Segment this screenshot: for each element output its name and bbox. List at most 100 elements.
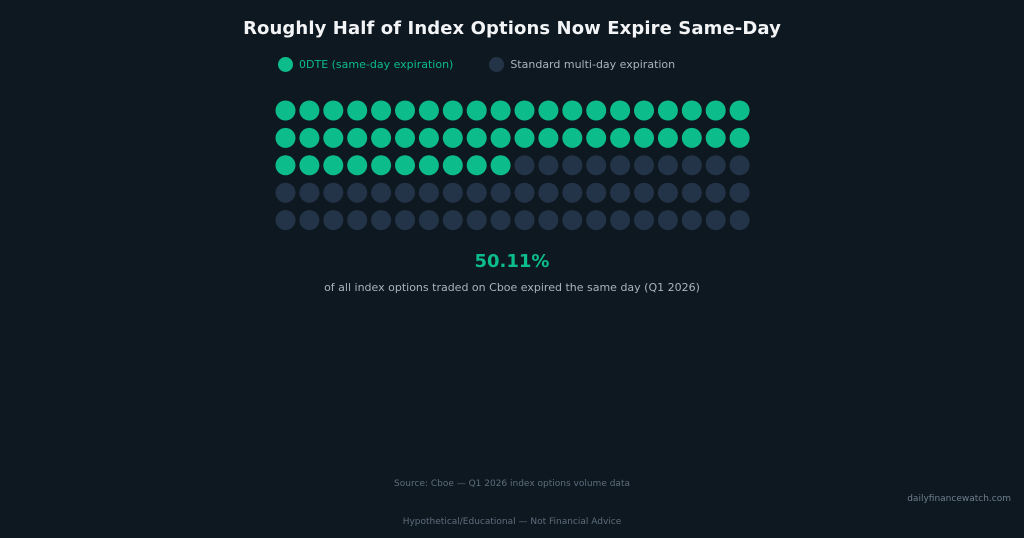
waffle-unit-zero-dte — [490, 100, 511, 121]
waffle-unit-standard — [490, 182, 511, 203]
waffle-unit-standard — [371, 182, 392, 203]
waffle-unit-zero-dte — [299, 127, 320, 148]
waffle-unit-standard — [610, 155, 631, 176]
waffle-unit-zero-dte — [490, 127, 511, 148]
waffle-unit-standard — [705, 210, 726, 231]
waffle-unit-standard — [323, 182, 344, 203]
waffle-unit-zero-dte — [442, 155, 463, 176]
waffle-unit-standard — [657, 155, 678, 176]
waffle-unit-zero-dte — [610, 100, 631, 121]
waffle-unit-zero-dte — [705, 100, 726, 121]
watermark: dailyfinancewatch.com — [907, 494, 1011, 504]
waffle-unit-zero-dte — [729, 127, 750, 148]
waffle-unit-standard — [490, 210, 511, 231]
waffle-unit-standard — [395, 182, 415, 203]
waffle-unit-zero-dte — [729, 100, 750, 121]
headline-caption: of all index options traded on Cboe expi… — [324, 281, 700, 294]
source-note: Source: Cboe — Q1 2026 index options vol… — [394, 479, 630, 489]
waffle-unit-zero-dte — [371, 100, 392, 121]
waffle-unit-zero-dte — [275, 127, 296, 148]
disclaimer: Hypothetical/Educational — Not Financial… — [402, 517, 622, 527]
legend-swatch-standard — [489, 57, 505, 72]
waffle-unit-zero-dte — [538, 100, 559, 121]
waffle-unit-standard — [347, 210, 368, 231]
waffle-unit-zero-dte — [371, 155, 392, 176]
waffle-unit-standard — [538, 210, 559, 231]
waffle-unit-standard — [299, 210, 320, 231]
waffle-unit-standard — [586, 210, 607, 231]
waffle-unit-zero-dte — [514, 100, 535, 121]
waffle-unit-standard — [418, 182, 439, 203]
waffle-unit-standard — [705, 155, 726, 176]
waffle-unit-zero-dte — [395, 155, 415, 176]
waffle-unit-zero-dte — [466, 127, 487, 148]
waffle-unit-standard — [610, 182, 631, 203]
waffle-unit-zero-dte — [347, 100, 368, 121]
waffle-unit-zero-dte — [418, 155, 439, 176]
waffle-unit-zero-dte — [275, 155, 296, 176]
waffle-unit-standard — [634, 182, 654, 203]
waffle-unit-standard — [634, 155, 654, 176]
waffle-unit-standard — [562, 155, 583, 176]
waffle-unit-standard — [299, 182, 320, 203]
waffle-unit-zero-dte — [466, 100, 487, 121]
legend-label-zero-dte: 0DTE (same-day expiration) — [299, 58, 454, 71]
waffle-unit-standard — [514, 210, 535, 231]
waffle-unit-standard — [705, 182, 726, 203]
waffle-unit-standard — [275, 182, 296, 203]
waffle-unit-zero-dte — [323, 100, 344, 121]
waffle-unit-zero-dte — [681, 127, 702, 148]
waffle-unit-zero-dte — [586, 100, 607, 121]
waffle-unit-standard — [442, 182, 463, 203]
waffle-unit-zero-dte — [275, 100, 296, 121]
waffle-unit-zero-dte — [299, 100, 320, 121]
waffle-unit-zero-dte — [395, 127, 415, 148]
chart-title: Roughly Half of Index Options Now Expire… — [243, 18, 781, 39]
legend-item-zero-dte: 0DTE (same-day expiration) — [278, 57, 453, 72]
waffle-unit-zero-dte — [681, 100, 702, 121]
waffle-unit-standard — [657, 182, 678, 203]
waffle-unit-zero-dte — [347, 155, 368, 176]
waffle-unit-zero-dte — [514, 127, 535, 148]
waffle-unit-standard — [657, 210, 678, 231]
waffle-unit-zero-dte — [562, 127, 583, 148]
waffle-unit-zero-dte — [371, 127, 392, 148]
waffle-unit-standard — [681, 182, 702, 203]
headline-percentage: 50.11% — [474, 251, 550, 272]
waffle-unit-zero-dte — [347, 127, 368, 148]
waffle-unit-zero-dte — [610, 127, 631, 148]
waffle-unit-zero-dte — [538, 127, 559, 148]
waffle-unit-zero-dte — [634, 100, 654, 121]
waffle-unit-standard — [347, 182, 368, 203]
waffle-unit-zero-dte — [323, 155, 344, 176]
waffle-unit-standard — [466, 210, 487, 231]
waffle-unit-standard — [466, 182, 487, 203]
waffle-unit-standard — [610, 210, 631, 231]
legend-swatch-zero-dte — [278, 57, 293, 72]
waffle-unit-zero-dte — [657, 127, 678, 148]
waffle-unit-zero-dte — [466, 155, 487, 176]
waffle-unit-standard — [681, 210, 702, 231]
waffle-unit-zero-dte — [442, 100, 463, 121]
waffle-unit-zero-dte — [323, 127, 344, 148]
waffle-unit-zero-dte — [490, 155, 511, 176]
waffle-unit-standard — [514, 182, 535, 203]
waffle-unit-zero-dte — [418, 127, 439, 148]
waffle-unit-standard — [538, 182, 559, 203]
waffle-unit-standard — [442, 210, 463, 231]
waffle-unit-standard — [538, 155, 559, 176]
waffle-unit-zero-dte — [418, 100, 439, 121]
legend-label-standard: Standard multi-day expiration — [510, 58, 676, 71]
legend: 0DTE (same-day expiration) Standard mult… — [278, 57, 675, 72]
waffle-unit-zero-dte — [586, 127, 607, 148]
waffle-unit-zero-dte — [299, 155, 320, 176]
waffle-unit-standard — [395, 210, 415, 231]
waffle-unit-zero-dte — [395, 100, 415, 121]
waffle-unit-standard — [729, 155, 750, 176]
waffle-unit-zero-dte — [657, 100, 678, 121]
waffle-unit-standard — [729, 182, 750, 203]
waffle-unit-standard — [323, 210, 344, 231]
waffle-unit-standard — [514, 155, 535, 176]
waffle-unit-standard — [418, 210, 439, 231]
